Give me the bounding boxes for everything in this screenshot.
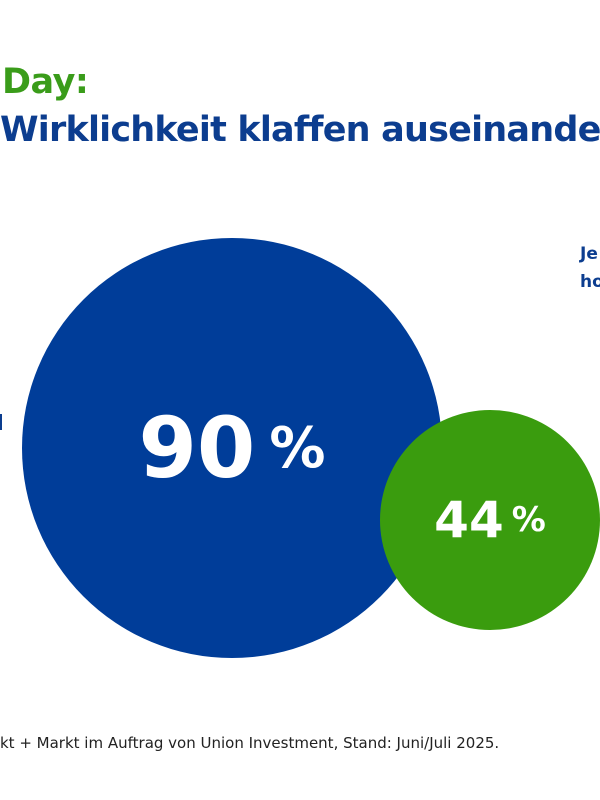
bubble-90-percent: 90%: [22, 238, 442, 658]
bubble-unit: %: [269, 415, 326, 481]
side-label-line2: ho: [580, 272, 600, 292]
side-label-line1: Je: [580, 244, 598, 264]
side-label: Je ho: [580, 240, 600, 296]
bubble-value: 90: [138, 399, 256, 497]
source-note: kt + Markt im Auftrag von Union Investme…: [0, 734, 500, 752]
title-line-2: Wirklichkeit klaffen auseinande: [0, 110, 600, 150]
bubble-44-percent: 44%: [380, 410, 600, 630]
bubble-unit: %: [511, 500, 546, 540]
left-edge-mark: [0, 414, 2, 430]
bubble-value: 44: [434, 491, 504, 549]
title-line-1: Day:: [2, 62, 89, 102]
